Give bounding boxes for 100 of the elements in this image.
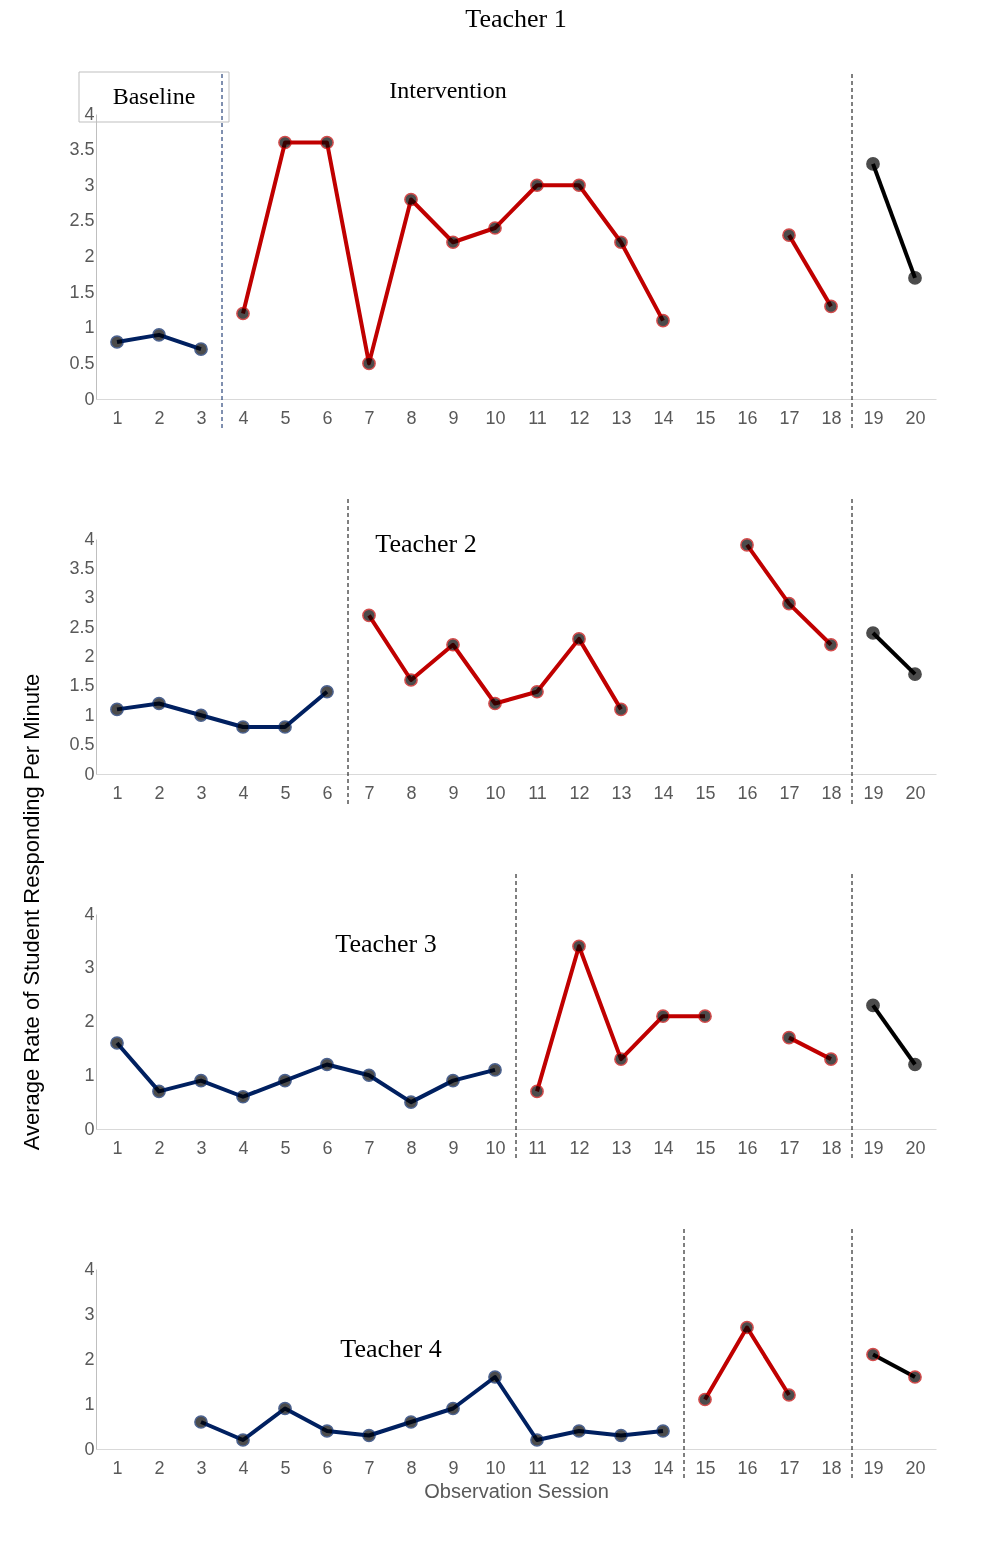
y-tick-label: 3 xyxy=(84,1303,95,1324)
point xyxy=(404,1415,418,1429)
x-tick-label: 11 xyxy=(528,1457,547,1478)
x-tick-label: 14 xyxy=(653,407,674,428)
x-tick-label: 2 xyxy=(154,1137,165,1158)
y-tick-label: 3 xyxy=(84,957,95,978)
x-tick-label: 1 xyxy=(112,1457,123,1478)
y-tick-label: 2.5 xyxy=(69,210,95,231)
point xyxy=(152,696,166,711)
point xyxy=(614,1052,628,1066)
y-tick-label: 0 xyxy=(84,388,95,409)
x-tick-label: 3 xyxy=(196,1457,207,1478)
point xyxy=(656,313,670,328)
x-tick-label: 7 xyxy=(364,407,375,428)
x-tick-label: 13 xyxy=(611,407,632,428)
y-tick-label: 1 xyxy=(84,317,95,338)
x-tick-label: 5 xyxy=(280,1137,291,1158)
x-tick-label: 6 xyxy=(322,782,333,803)
x-tick-label: 9 xyxy=(448,1137,459,1158)
x-tick-label: 7 xyxy=(364,782,375,803)
x-tick-label: 2 xyxy=(154,1457,165,1478)
x-tick-label: 1 xyxy=(112,407,123,428)
point xyxy=(194,1073,208,1088)
y-tick-label: 1.5 xyxy=(69,675,95,696)
point xyxy=(236,1433,250,1447)
x-tick-label: 16 xyxy=(737,1137,758,1158)
point xyxy=(824,637,838,652)
y-tick-label: 0 xyxy=(84,1438,95,1459)
y-tick-label: 3 xyxy=(84,174,95,195)
y-tick-label: 4 xyxy=(84,103,95,124)
x-tick-label: 8 xyxy=(406,782,417,803)
y-tick-label: 1 xyxy=(84,1393,95,1414)
x-tick-label: 19 xyxy=(863,1137,884,1158)
x-tick-label: 7 xyxy=(364,1137,375,1158)
point xyxy=(320,684,334,699)
point xyxy=(530,1433,544,1447)
x-tick-label: 2 xyxy=(154,782,165,803)
x-tick-label: 9 xyxy=(448,782,459,803)
point xyxy=(404,1095,418,1109)
point xyxy=(908,1057,922,1072)
text: Teacher 3 xyxy=(335,929,437,958)
x-tick-label: 19 xyxy=(863,407,884,428)
x-tick-label: 9 xyxy=(448,1457,459,1478)
x-tick-label: 11 xyxy=(528,782,547,803)
point xyxy=(152,1084,166,1099)
point xyxy=(866,998,880,1013)
chart-title: Teacher 2 xyxy=(375,529,477,558)
x-tick-label: 13 xyxy=(611,1457,632,1478)
x-tick-label: 4 xyxy=(238,407,249,428)
x-tick-label: 10 xyxy=(485,407,506,428)
x-tick-label: 12 xyxy=(569,407,590,428)
y-tick-label: 2 xyxy=(84,646,95,666)
point xyxy=(404,192,418,207)
x-tick-label: 3 xyxy=(196,782,207,803)
x-tick-label: 18 xyxy=(821,407,842,428)
point xyxy=(614,702,628,717)
y-tick-label: 4 xyxy=(84,903,95,924)
y-tick-label: 4 xyxy=(84,528,95,549)
point xyxy=(110,335,124,349)
x-tick-label: 4 xyxy=(238,1457,249,1478)
x-tick-label: 15 xyxy=(695,1137,716,1158)
point xyxy=(446,235,460,250)
point xyxy=(740,538,754,552)
x-tick-label: 14 xyxy=(653,1137,674,1158)
point xyxy=(194,708,208,723)
point xyxy=(236,720,250,734)
point xyxy=(404,673,418,687)
x-tick-label: 8 xyxy=(406,1137,417,1158)
point xyxy=(320,1424,334,1438)
point xyxy=(866,157,880,171)
point xyxy=(782,596,796,611)
point xyxy=(278,1401,292,1416)
y-tick-label: 0 xyxy=(84,763,95,784)
text: Teacher 4 xyxy=(340,1334,442,1363)
x-tick-label: 16 xyxy=(737,407,758,428)
x-tick-label: 19 xyxy=(863,782,884,803)
point xyxy=(320,1057,334,1072)
point xyxy=(320,135,334,150)
point xyxy=(194,342,208,356)
point xyxy=(656,1424,670,1438)
y-tick-label: 1 xyxy=(84,704,95,725)
x-tick-label: 5 xyxy=(280,407,291,428)
point xyxy=(572,632,586,646)
x-tick-label: 9 xyxy=(448,407,459,428)
x-tick-label: 10 xyxy=(485,1457,506,1478)
y-tick-label: 1 xyxy=(84,1064,95,1085)
x-tick-label: 6 xyxy=(322,1137,333,1158)
x-tick-label: 8 xyxy=(406,1457,417,1478)
x-tick-label: 14 xyxy=(653,1457,674,1478)
y-tick-label: 3.5 xyxy=(69,557,95,578)
x-tick-label: 2 xyxy=(154,407,165,428)
point xyxy=(362,608,376,623)
point xyxy=(782,1388,796,1402)
chart-title: Teacher 1 xyxy=(465,3,567,33)
x-tick-label: 17 xyxy=(779,1457,800,1478)
x-tick-label: 11 xyxy=(528,407,547,428)
y-tick-label: 4 xyxy=(84,1258,95,1279)
y-tick-label: 3 xyxy=(84,587,95,608)
point xyxy=(362,356,376,371)
y-tick-label: 1.5 xyxy=(69,281,95,302)
